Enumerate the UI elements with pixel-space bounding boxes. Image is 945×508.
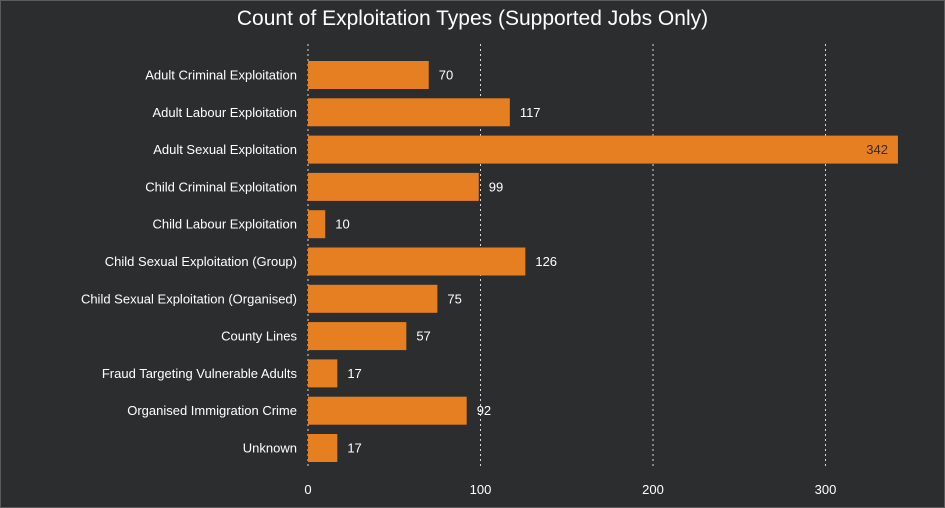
- value-label: 17: [347, 366, 361, 381]
- value-label: 117: [520, 105, 541, 120]
- bar: [308, 284, 438, 313]
- value-label: 75: [447, 291, 461, 306]
- value-label: 70: [439, 68, 453, 83]
- bar: [308, 98, 510, 127]
- bar: [308, 61, 429, 89]
- category-label: Unknown: [243, 441, 297, 456]
- category-label: Child Sexual Exploitation (Organised): [81, 291, 297, 306]
- value-label: 92: [477, 403, 491, 418]
- value-label: 17: [347, 441, 361, 456]
- value-label: 342: [866, 142, 888, 157]
- bar: [308, 172, 479, 201]
- category-label: Adult Labour Exploitation: [152, 105, 297, 120]
- value-label: 126: [535, 254, 557, 269]
- x-tick-label: 200: [642, 482, 664, 497]
- category-label: Fraud Targeting Vulnerable Adults: [102, 366, 298, 381]
- bar: [308, 135, 898, 164]
- category-label: County Lines: [221, 329, 297, 344]
- value-label: 10: [335, 217, 349, 232]
- category-label: Adult Sexual Exploitation: [153, 142, 297, 157]
- x-tick-label: 100: [470, 482, 492, 497]
- category-label: Adult Criminal Exploitation: [145, 68, 297, 83]
- value-label: 57: [416, 329, 430, 344]
- category-label: Child Sexual Exploitation (Group): [105, 254, 297, 269]
- bar: [308, 247, 526, 276]
- bar: [308, 322, 407, 351]
- x-tick-label: 300: [815, 482, 837, 497]
- bar: [308, 210, 326, 239]
- category-label: Child Criminal Exploitation: [145, 179, 297, 194]
- bar: [308, 434, 338, 462]
- chart-title: Count of Exploitation Types (Supported J…: [236, 7, 709, 30]
- bar: [308, 396, 467, 425]
- category-label: Organised Immigration Crime: [127, 403, 297, 418]
- bar: [308, 359, 338, 388]
- value-label: 99: [489, 179, 503, 194]
- category-label: Child Labour Exploitation: [152, 217, 297, 232]
- x-tick-label: 0: [304, 482, 311, 497]
